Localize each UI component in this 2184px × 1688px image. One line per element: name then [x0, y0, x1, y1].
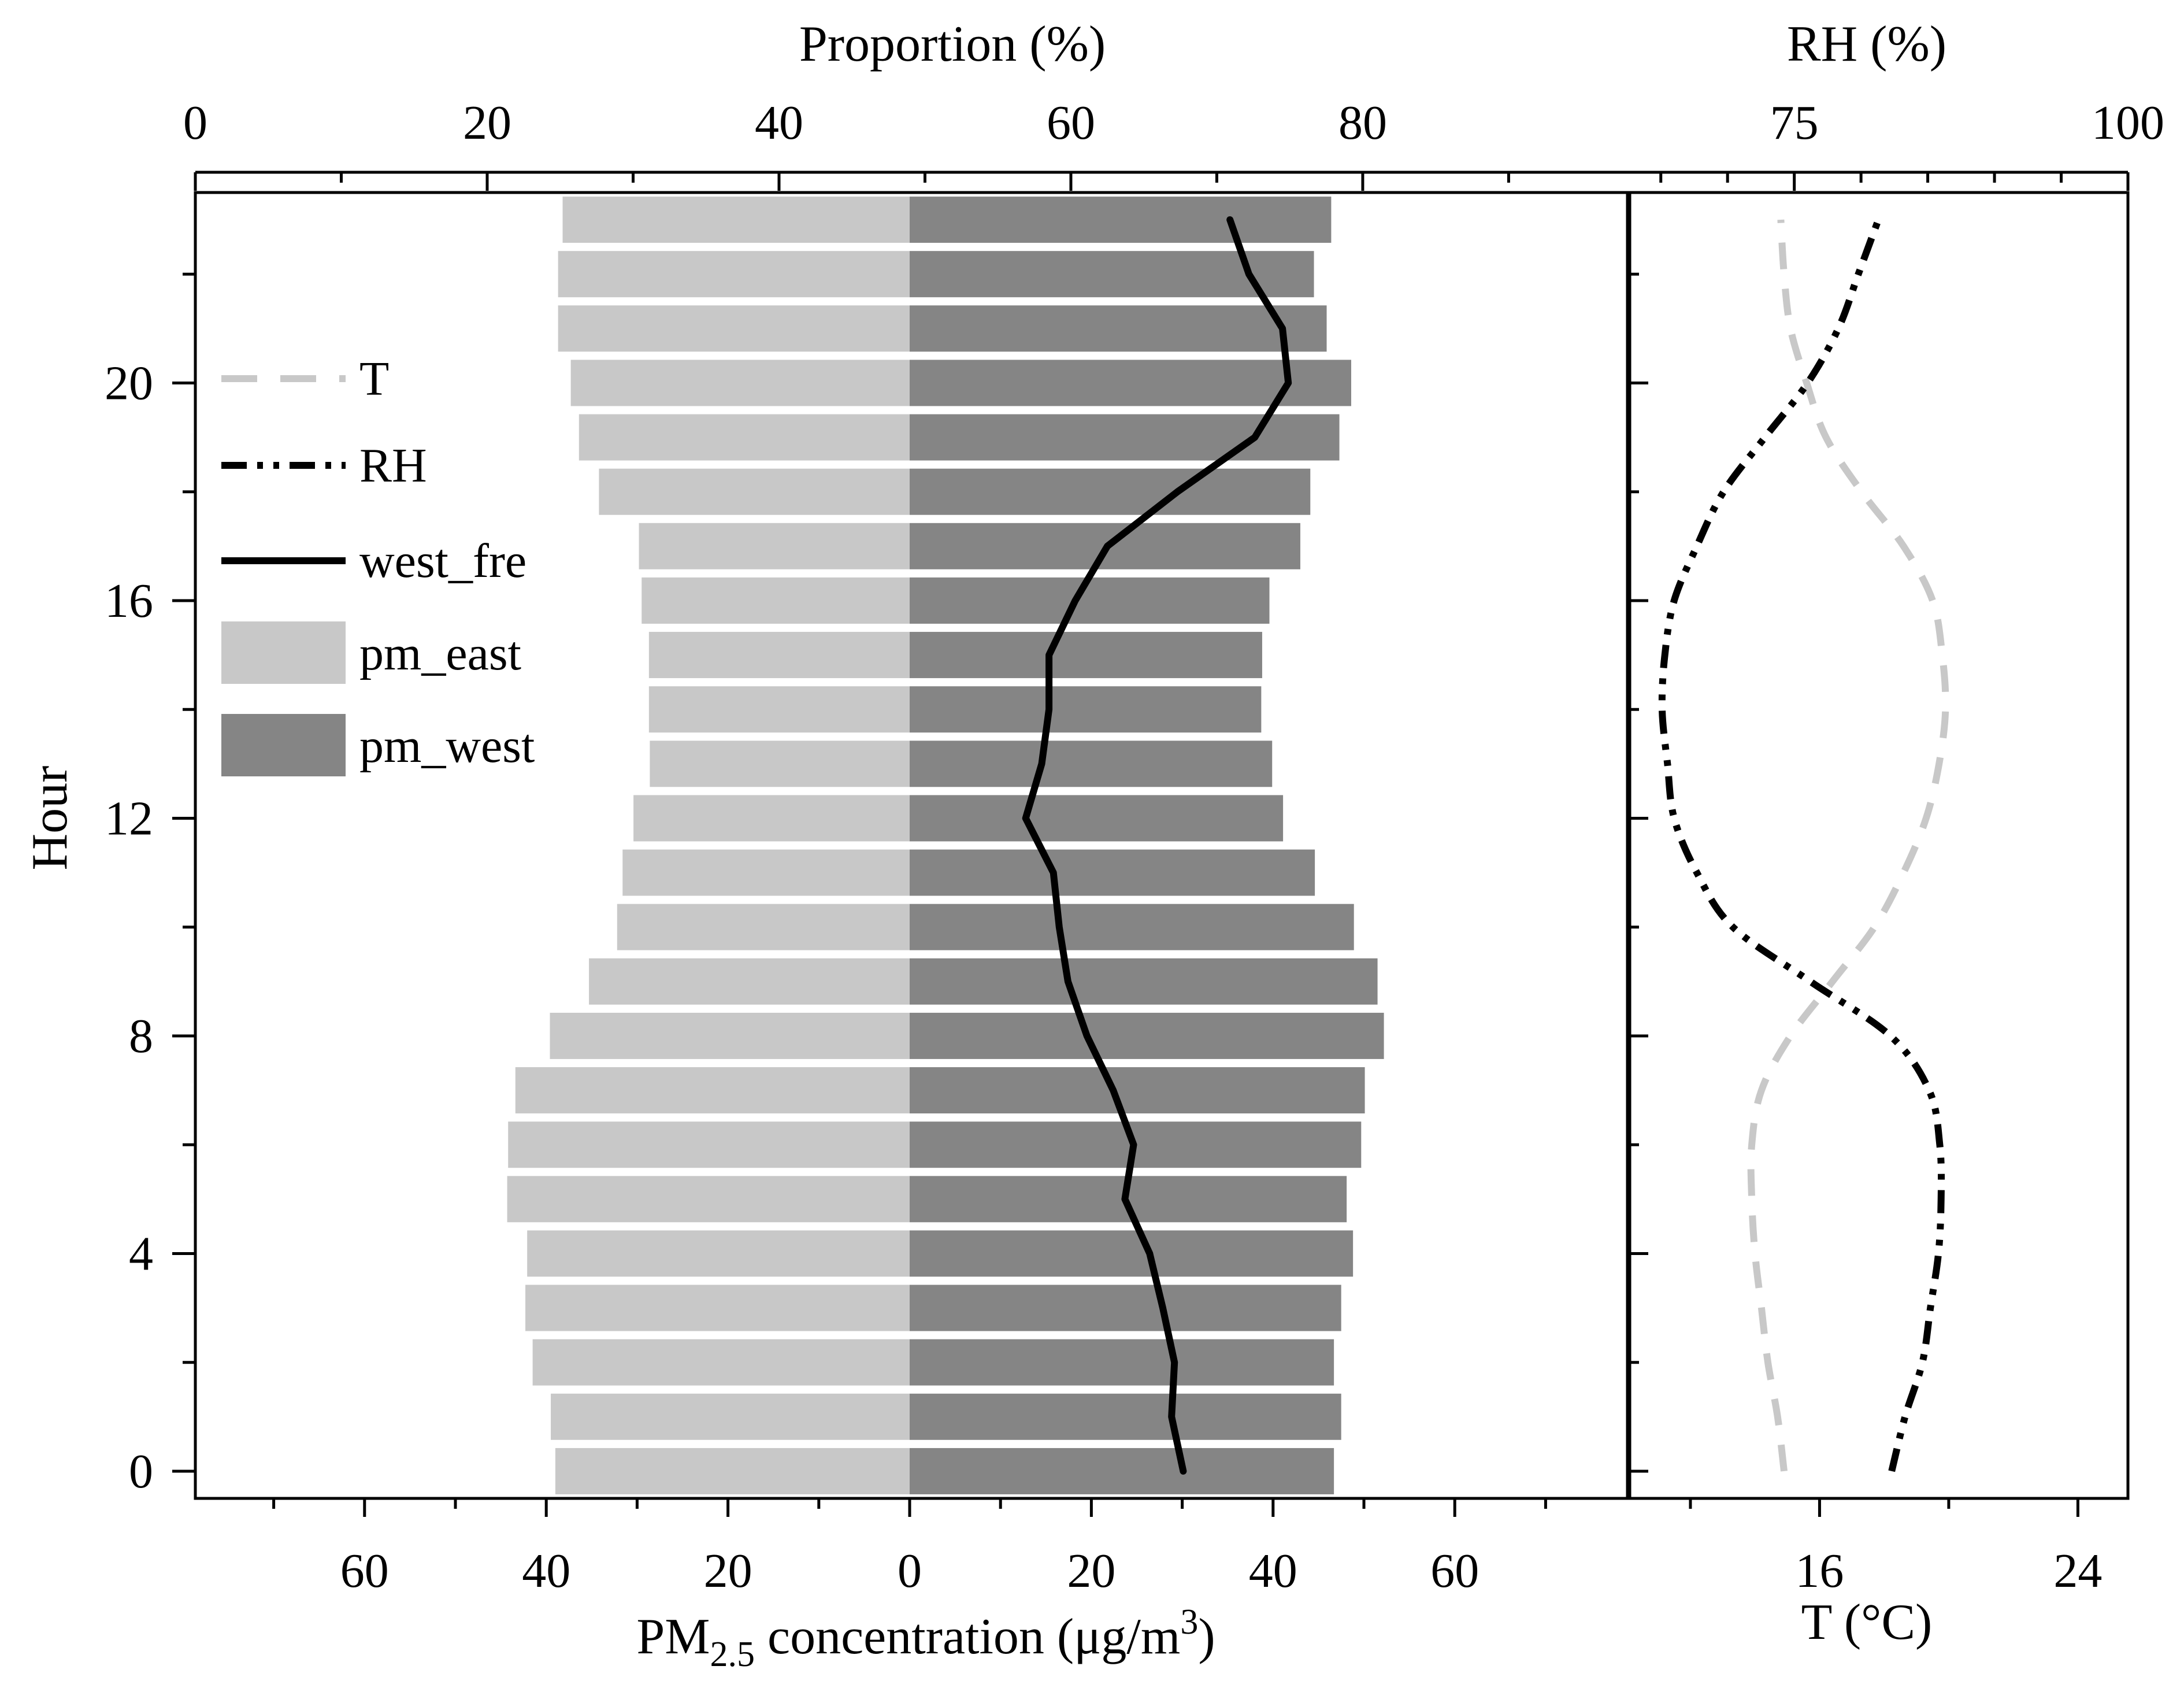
proportion-tick-label: 20 [463, 96, 511, 150]
climate-panel-frame [1626, 191, 2130, 1500]
pm-bars [507, 197, 1384, 1494]
bar-pm-east [515, 1067, 910, 1114]
pm-panel: 0 20 40 60 80 Proportion (%) 0 4 8 12 16 20 Hour 60 40… [22, 16, 1631, 1674]
legend-swatch-pm-east [221, 621, 346, 684]
hour-tick-label: 4 [129, 1227, 153, 1280]
west-fre-line [1022, 216, 1292, 1475]
concentration-tick-label: 20 [704, 1544, 752, 1598]
concentration-axis-title: PM2.5 concentration (μg/m3) [636, 1602, 1215, 1674]
bar-pm-west [910, 1284, 1341, 1331]
bar-pm-east [507, 1176, 910, 1223]
hour-axis-title: Hour [22, 766, 78, 871]
bar-pm-east [551, 1393, 910, 1440]
bar-pm-west [910, 1067, 1365, 1114]
hour-tick-label: 8 [129, 1009, 153, 1063]
bar-pm-west [910, 632, 1262, 679]
bar-pm-east [648, 632, 910, 679]
t-line [1747, 219, 1949, 1472]
bar-pm-east [525, 1284, 910, 1331]
legend-label: RH [359, 439, 427, 493]
rh-tick-label: 75 [1770, 96, 1819, 150]
legend-swatch-pm-west [221, 714, 346, 776]
bar-pm-west [910, 741, 1273, 787]
bar-pm-east [617, 904, 910, 950]
bar-pm-west [910, 1339, 1334, 1386]
legend-label: west_fre [359, 534, 526, 588]
bar-pm-west [910, 958, 1378, 1005]
bar-pm-west [910, 414, 1340, 461]
concentration-tick-label: 60 [1430, 1544, 1479, 1598]
bar-pm-east [650, 741, 910, 787]
bar-pm-east [532, 1339, 910, 1386]
bar-pm-west [910, 904, 1354, 950]
bar-pm-east [555, 1448, 910, 1494]
legend-label: T [359, 352, 389, 406]
bar-pm-west [910, 468, 1311, 515]
legend-label: pm_west [359, 719, 535, 773]
bar-pm-west [910, 1393, 1341, 1440]
bar-pm-east [633, 795, 910, 842]
bar-pm-west [910, 577, 1270, 624]
rh-line [1658, 219, 1945, 1472]
concentration-tick-label: 40 [522, 1544, 570, 1598]
bar-pm-east [550, 1012, 910, 1059]
bar-pm-east [589, 958, 910, 1005]
t-tick-label: 24 [2053, 1544, 2102, 1598]
concentration-tick-label: 40 [1249, 1544, 1297, 1598]
bar-pm-west [910, 1448, 1334, 1494]
proportion-axis-title: Proportion (%) [799, 16, 1106, 72]
rh-tick-label: 100 [2092, 96, 2164, 150]
bar-pm-west [910, 1230, 1354, 1277]
rh-axis-title: RH (%) [1787, 16, 1946, 72]
bar-pm-east [648, 686, 910, 733]
legend: T RH west_fre pm_east pm_west [221, 352, 535, 776]
hour-tick-label: 20 [105, 356, 153, 410]
pm-panel-frame [194, 191, 1631, 1500]
concentration-tick-label: 0 [898, 1544, 922, 1598]
bar-pm-east [622, 849, 910, 896]
pm-panel-ticks: 0 20 40 60 80 Proportion (%) 0 4 8 12 16 20 Hour 60 40… [22, 16, 1630, 1674]
bar-pm-west [910, 1012, 1384, 1059]
legend-label: pm_east [359, 627, 521, 680]
bar-pm-east [599, 468, 910, 515]
bar-pm-east [527, 1230, 910, 1277]
hour-tick-label: 16 [105, 574, 153, 628]
bar-pm-east [579, 414, 910, 461]
bar-pm-east [570, 360, 910, 406]
bar-pm-west [910, 795, 1284, 842]
hour-tick-label: 0 [129, 1445, 153, 1498]
climate-panel: 75 100 RH (%) 16 24 T (°C) [1626, 16, 2164, 1650]
proportion-tick-label: 40 [755, 96, 803, 150]
proportion-tick-label: 0 [183, 96, 207, 150]
bar-pm-east [558, 251, 910, 298]
concentration-tick-label: 20 [1067, 1544, 1115, 1598]
concentration-tick-label: 60 [340, 1544, 389, 1598]
bar-pm-west [910, 197, 1332, 243]
proportion-tick-label: 60 [1047, 96, 1095, 150]
bar-pm-west [910, 305, 1327, 352]
bar-pm-east [508, 1121, 910, 1168]
bar-pm-east [639, 523, 910, 569]
bar-pm-west [910, 251, 1314, 298]
climate-panel-ticks: 75 100 RH (%) 16 24 T (°C) [1627, 16, 2164, 1650]
t-tick-label: 16 [1795, 1544, 1844, 1598]
hour-tick-label: 12 [105, 791, 153, 845]
bar-pm-west [910, 849, 1315, 896]
bar-pm-east [558, 305, 910, 352]
bar-pm-east [562, 197, 910, 243]
proportion-tick-label: 80 [1338, 96, 1387, 150]
bar-pm-east [642, 577, 910, 624]
t-axis-title: T (°C) [1801, 1594, 1933, 1650]
bar-pm-west [910, 686, 1262, 733]
